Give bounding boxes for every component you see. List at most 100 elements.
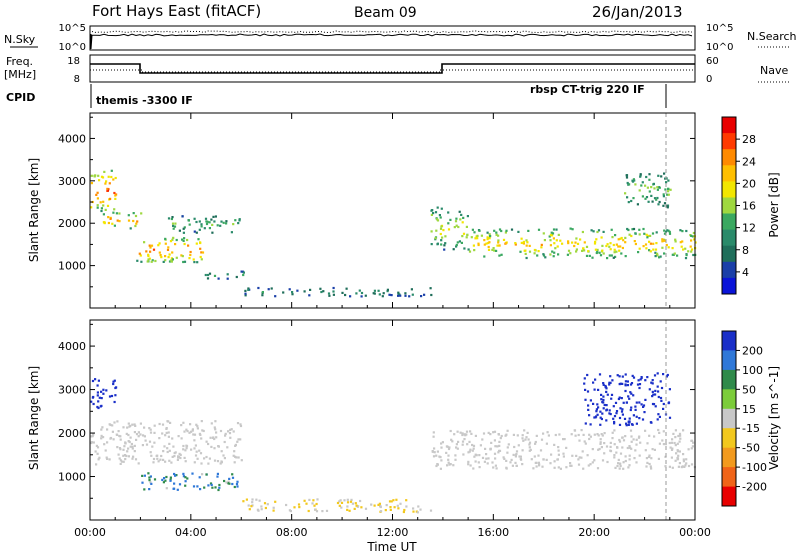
velocity-echo-cell bbox=[631, 374, 634, 377]
velocity-echo-cell bbox=[141, 481, 144, 484]
power-echo-cell bbox=[602, 252, 605, 255]
power-echo-cell bbox=[520, 237, 523, 240]
velocity-echo-cell bbox=[676, 456, 679, 460]
velocity-echo-cell bbox=[193, 447, 196, 450]
velocity-echo-cell bbox=[419, 508, 422, 511]
nave-tick-high: 60 bbox=[706, 56, 719, 67]
power-echo-cell bbox=[655, 242, 658, 245]
velocity-echo-cell bbox=[412, 507, 415, 510]
velocity-y-label: Slant Range [km] bbox=[27, 366, 41, 470]
velocity-echo-cell bbox=[218, 486, 221, 489]
velocity-echo-cell bbox=[92, 433, 95, 436]
power-echo-cell bbox=[114, 176, 117, 180]
power-echo-cell bbox=[612, 256, 615, 259]
velocity-echo-cell bbox=[613, 443, 616, 446]
velocity-echo-cell bbox=[435, 454, 438, 457]
velocity-echo-cell bbox=[201, 429, 204, 432]
power-echo-cell bbox=[472, 244, 475, 247]
power-echo-cell bbox=[477, 243, 480, 247]
velocity-echo-cell bbox=[538, 464, 541, 467]
power-echo-cell bbox=[181, 215, 184, 218]
velocity-echo-cell bbox=[457, 440, 460, 443]
velocity-echo-cell bbox=[618, 375, 621, 378]
velocity-echo-cell bbox=[461, 432, 464, 435]
velocity-echo-cell bbox=[474, 434, 477, 437]
velocity-echo-cell bbox=[468, 450, 471, 453]
power-echo-cell bbox=[571, 228, 574, 231]
power-echo-cell bbox=[132, 212, 135, 215]
nave-tick-low: 0 bbox=[706, 74, 712, 85]
power-echo-cell bbox=[669, 188, 672, 191]
velocity-echo-cell bbox=[166, 420, 169, 423]
power-echo-cell bbox=[498, 228, 502, 231]
velocity-echo-cell bbox=[619, 452, 623, 455]
velocity-echo-cell bbox=[127, 455, 130, 458]
velocity-echo-cell bbox=[478, 454, 481, 457]
power-echo-cell bbox=[666, 229, 669, 232]
velocity-echo-cell bbox=[198, 432, 201, 435]
power-echo-cell bbox=[213, 274, 217, 277]
power-echo-cell bbox=[557, 233, 560, 236]
power-echo-cell bbox=[585, 245, 589, 248]
velocity-colorbar-label: Velocity [m s^-1] bbox=[767, 366, 781, 470]
power-echo-cell bbox=[261, 294, 264, 297]
power-echo-cell bbox=[447, 211, 450, 214]
power-echo-cell bbox=[591, 256, 594, 259]
power-echo-cell bbox=[606, 257, 609, 260]
velocity-echo-cell bbox=[623, 417, 627, 420]
velocity-echo-cell bbox=[547, 434, 550, 437]
velocity-echo-cell bbox=[119, 459, 122, 462]
velocity-echo-cell bbox=[629, 429, 633, 432]
power-echo-cell bbox=[628, 183, 631, 186]
velocity-echo-cell bbox=[615, 410, 619, 413]
power-echo-cell bbox=[536, 254, 539, 257]
power-echo-cell bbox=[667, 179, 670, 182]
colorbar-tick-label: 24 bbox=[742, 155, 756, 168]
velocity-echo-cell bbox=[627, 395, 630, 398]
velocity-echo-cell bbox=[303, 499, 306, 502]
power-echo-cell bbox=[596, 250, 599, 254]
power-echo-cell bbox=[651, 232, 655, 235]
velocity-echo-cell bbox=[255, 498, 258, 501]
power-echo-cell bbox=[614, 234, 617, 237]
velocity-echo-cell bbox=[648, 454, 651, 457]
velocity-echo-cell bbox=[609, 413, 612, 416]
power-echo-cell bbox=[549, 239, 552, 242]
power-echo-cell bbox=[601, 249, 604, 252]
velocity-echo-cell bbox=[630, 406, 633, 409]
power-echo-cell bbox=[497, 234, 500, 237]
velocity-echo-cell bbox=[227, 480, 230, 483]
power-echo-cell bbox=[665, 181, 668, 184]
power-echo-cell bbox=[653, 187, 656, 190]
velocity-echo-cell bbox=[313, 504, 316, 507]
velocity-echo-cell bbox=[122, 426, 125, 429]
power-echo-cell bbox=[170, 259, 173, 262]
power-echo-cell bbox=[168, 260, 172, 263]
power-echo-cell bbox=[632, 227, 636, 231]
power-echo-cell bbox=[174, 243, 177, 246]
velocity-echo-cell bbox=[191, 429, 194, 432]
velocity-echo-cell bbox=[638, 417, 641, 420]
power-echo-cell bbox=[150, 244, 154, 247]
velocity-echo-cell bbox=[492, 466, 495, 469]
velocity-echo-cell bbox=[237, 456, 240, 459]
velocity-echo-cell bbox=[605, 409, 608, 412]
velocity-echo-cell bbox=[481, 438, 484, 441]
velocity-echo-cell bbox=[493, 430, 497, 433]
velocity-echo-cell bbox=[630, 435, 633, 438]
velocity-echo-cell bbox=[467, 460, 470, 463]
velocity-echo-cell bbox=[397, 507, 400, 510]
velocity-echo-cell bbox=[672, 432, 675, 435]
velocity-echo-cell bbox=[149, 451, 152, 454]
velocity-echo-cell bbox=[248, 508, 251, 511]
velocity-echo-cell bbox=[646, 376, 649, 379]
velocity-echo-cell bbox=[137, 435, 140, 438]
velocity-echo-cell bbox=[436, 463, 439, 466]
power-echo-cell bbox=[476, 234, 479, 237]
velocity-echo-cell bbox=[226, 446, 229, 449]
velocity-echo-cell bbox=[617, 462, 620, 465]
velocity-echo-cell bbox=[595, 408, 598, 411]
power-echo-cell bbox=[127, 214, 130, 217]
power-echo-cell bbox=[561, 242, 564, 245]
velocity-echo-cell bbox=[570, 464, 573, 467]
